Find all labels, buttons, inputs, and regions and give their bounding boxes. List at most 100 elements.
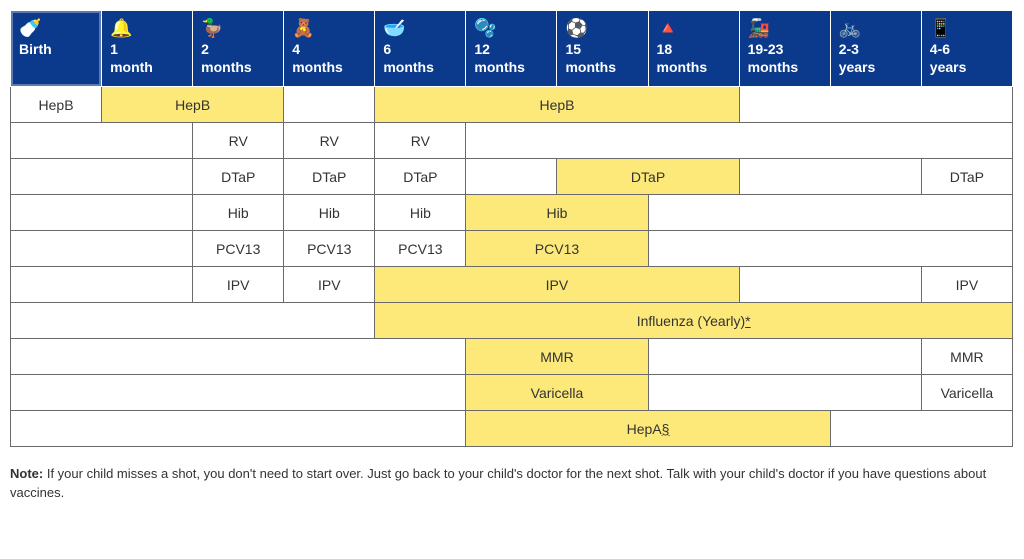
- empty-cell: [11, 375, 466, 411]
- vaccine-row: PCV13PCV13PCV13PCV13: [11, 231, 1013, 267]
- empty-cell: [830, 411, 1012, 447]
- age-column-header[interactable]: 🚂19-23months: [739, 11, 830, 87]
- empty-cell: [11, 231, 193, 267]
- vaccine-cell: RV: [284, 123, 375, 159]
- age-header-label: 1month: [110, 41, 153, 75]
- age-header-label: 15months: [565, 41, 616, 75]
- empty-cell: [11, 267, 193, 303]
- footnote-marker[interactable]: *: [745, 313, 750, 329]
- age-column-header[interactable]: 📱4-6years: [921, 11, 1012, 87]
- vaccine-cell: HepB: [102, 87, 284, 123]
- vaccine-row: HepA§: [11, 411, 1013, 447]
- age-header-icon: 🔺: [657, 17, 731, 39]
- vaccine-row: HibHibHibHib: [11, 195, 1013, 231]
- empty-cell: [466, 159, 557, 195]
- vaccine-cell: DTaP: [193, 159, 284, 195]
- empty-cell: [11, 123, 193, 159]
- vaccine-cell: IPV: [375, 267, 739, 303]
- footnote-marker[interactable]: §: [662, 421, 670, 437]
- age-header-label: 4-6years: [930, 41, 967, 75]
- age-column-header[interactable]: 🍼 Birth: [11, 11, 102, 87]
- vaccine-cell: Varicella: [466, 375, 648, 411]
- vaccine-cell: PCV13: [193, 231, 284, 267]
- age-column-header[interactable]: 🫧12months: [466, 11, 557, 87]
- vaccine-cell: HepB: [11, 87, 102, 123]
- age-header-label: 12months: [474, 41, 525, 75]
- age-header-row: 🍼Birth🔔1month🦆2months🧸4months🥣6months🫧12…: [11, 11, 1013, 87]
- vaccine-cell: Influenza (Yearly)*: [375, 303, 1013, 339]
- vaccine-cell: DTaP: [375, 159, 466, 195]
- vaccine-cell: Hib: [375, 195, 466, 231]
- empty-cell: [648, 231, 1012, 267]
- age-header-label: 6months: [383, 41, 434, 75]
- empty-cell: [284, 87, 375, 123]
- age-header-label: 18months: [657, 41, 708, 75]
- empty-cell: [11, 303, 375, 339]
- empty-cell: [648, 195, 1012, 231]
- age-header-icon: 🥣: [383, 17, 457, 39]
- age-header-icon: 🦆: [201, 17, 275, 39]
- age-header-icon: 📱: [930, 17, 1004, 39]
- empty-cell: [648, 375, 921, 411]
- empty-cell: [648, 339, 921, 375]
- vaccine-row: IPVIPVIPVIPV: [11, 267, 1013, 303]
- vaccine-cell: Varicella: [921, 375, 1012, 411]
- age-header-icon: 🚂: [748, 17, 822, 39]
- age-header-label: 2-3years: [839, 41, 876, 75]
- vaccine-cell: MMR: [466, 339, 648, 375]
- vaccine-cell: MMR: [921, 339, 1012, 375]
- empty-cell: [739, 159, 921, 195]
- vaccine-cell: Hib: [193, 195, 284, 231]
- age-header-icon: 🍼: [19, 17, 93, 39]
- empty-cell: [11, 159, 193, 195]
- vaccine-row: Varicella Varicella: [11, 375, 1013, 411]
- vaccine-cell: IPV: [193, 267, 284, 303]
- empty-cell: [11, 195, 193, 231]
- vaccine-row: MMR MMR: [11, 339, 1013, 375]
- empty-cell: [739, 267, 921, 303]
- age-header-icon: 🧸: [292, 17, 366, 39]
- vaccine-cell: RV: [193, 123, 284, 159]
- age-header-icon: 🫧: [474, 17, 548, 39]
- age-header-label: 2months: [201, 41, 252, 75]
- schedule-body: HepBHepBHepBRVRVRVDTaPDTaPDTaPDTaPDTaPHi…: [11, 87, 1013, 447]
- note-text: If your child misses a shot, you don't n…: [10, 466, 986, 500]
- vaccine-cell: RV: [375, 123, 466, 159]
- vaccine-cell: HepB: [375, 87, 739, 123]
- age-column-header[interactable]: ⚽15months: [557, 11, 648, 87]
- empty-cell: [466, 123, 1013, 159]
- age-column-header[interactable]: 🚲2-3years: [830, 11, 921, 87]
- age-column-header[interactable]: 🥣6months: [375, 11, 466, 87]
- age-header-icon: 🚲: [839, 17, 913, 39]
- immunization-schedule-table: 🍼Birth🔔1month🦆2months🧸4months🥣6months🫧12…: [10, 10, 1013, 447]
- vaccine-cell: DTaP: [284, 159, 375, 195]
- age-column-header[interactable]: 🧸4months: [284, 11, 375, 87]
- age-header-label: 19-23months: [748, 41, 799, 75]
- age-column-header[interactable]: 🦆2months: [193, 11, 284, 87]
- footnote: Note: If your child misses a shot, you d…: [10, 465, 1013, 503]
- empty-cell: [11, 339, 466, 375]
- age-column-header[interactable]: 🔺18months: [648, 11, 739, 87]
- vaccine-cell: Hib: [466, 195, 648, 231]
- age-header-label: 4months: [292, 41, 343, 75]
- vaccine-cell: IPV: [284, 267, 375, 303]
- vaccine-cell: PCV13: [284, 231, 375, 267]
- vaccine-cell: DTaP: [921, 159, 1012, 195]
- age-header-icon: ⚽: [565, 17, 639, 39]
- vaccine-cell: Hib: [284, 195, 375, 231]
- vaccine-cell: IPV: [921, 267, 1012, 303]
- empty-cell: [739, 87, 1012, 123]
- age-column-header[interactable]: 🔔1month: [102, 11, 193, 87]
- vaccine-row: HepBHepBHepB: [11, 87, 1013, 123]
- vaccine-cell: HepA§: [466, 411, 830, 447]
- vaccine-row: Influenza (Yearly)*: [11, 303, 1013, 339]
- vaccine-row: DTaPDTaPDTaPDTaPDTaP: [11, 159, 1013, 195]
- vaccine-cell: PCV13: [466, 231, 648, 267]
- empty-cell: [11, 411, 466, 447]
- note-label: Note:: [10, 466, 43, 481]
- vaccine-row: RVRVRV: [11, 123, 1013, 159]
- vaccine-cell: DTaP: [557, 159, 739, 195]
- age-header-label: Birth: [19, 41, 52, 57]
- vaccine-cell: PCV13: [375, 231, 466, 267]
- age-header-icon: 🔔: [110, 17, 184, 39]
